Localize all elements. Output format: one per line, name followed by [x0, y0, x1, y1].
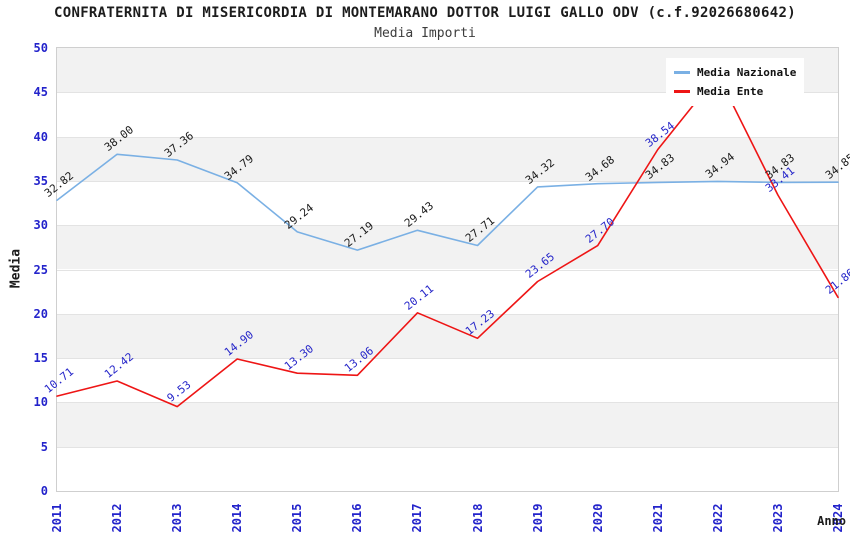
chart-subtitle: Media Importi — [374, 26, 476, 41]
plot-band — [57, 402, 838, 447]
line-media-nazionale — [56, 153, 839, 251]
plot-area — [56, 47, 839, 492]
y-tick-label: 45 — [33, 85, 48, 100]
legend-label: Media Nazionale — [697, 66, 797, 79]
y-tick-label: 5 — [40, 439, 48, 454]
x-axis-title: Anno — [817, 514, 846, 528]
legend-swatch-ente-icon — [674, 90, 690, 93]
gridline — [57, 136, 838, 138]
y-tick-label: 30 — [33, 218, 48, 233]
y-tick-label: 20 — [33, 306, 48, 321]
y-tick-label: 10 — [33, 395, 48, 410]
gridline — [57, 92, 838, 94]
y-tick-label: 35 — [33, 173, 48, 188]
legend-item-media-ente: Media Ente — [674, 82, 796, 101]
gridline — [57, 402, 838, 404]
line-media-ente — [56, 73, 839, 408]
plot-band — [57, 225, 838, 270]
plot-band — [57, 313, 838, 359]
legend-item-media-nazionale: Media Nazionale — [674, 63, 796, 82]
legend-swatch-nazionale-icon — [674, 71, 690, 74]
gridline — [57, 180, 838, 182]
legend: Media Nazionale Media Ente — [666, 58, 805, 106]
y-tick-label: 25 — [33, 262, 48, 277]
gridline — [57, 269, 838, 271]
gridline — [57, 446, 838, 448]
y-tick-label: 50 — [33, 41, 48, 55]
legend-label: Media Ente — [697, 85, 764, 98]
gridline — [57, 313, 838, 315]
y-tick-label: 40 — [33, 129, 48, 144]
y-tick-label: 0 — [40, 484, 48, 498]
chart-title: CONFRATERNITA DI MISERICORDIA DI MONTEMA… — [54, 5, 796, 21]
gridline — [57, 225, 838, 227]
y-tick-label: 15 — [33, 351, 48, 366]
gridline — [57, 358, 838, 360]
plot-band — [57, 136, 838, 181]
